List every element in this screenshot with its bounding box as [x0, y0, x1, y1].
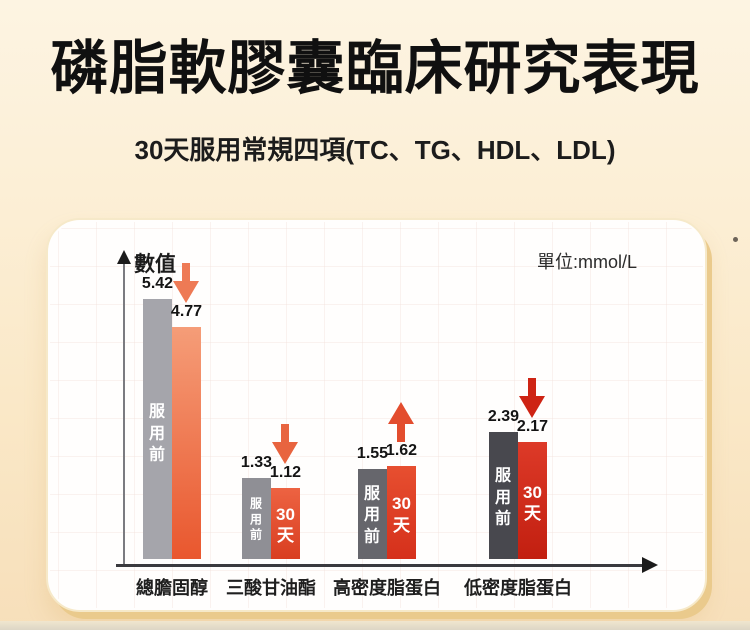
category-label: 低密度脂蛋白: [464, 578, 572, 598]
trend-up-arrow-icon: [388, 402, 414, 442]
bar-before: 5.42 服 用 前: [142, 275, 173, 559]
bar-before: 1.55 服 用 前: [357, 445, 388, 559]
y-axis: [123, 264, 125, 565]
trend-down-arrow-icon: [272, 424, 298, 464]
x-axis: [116, 564, 644, 567]
category-label: 三酸甘油酯: [226, 578, 316, 598]
bar-group-total-cholesterol: 5.42 服 用 前 4.77 總膽固醇: [136, 220, 208, 610]
bar-before: 2.39 服 用 前: [488, 408, 519, 559]
bar-group-hdl: 1.55 服 用 前 1.62 30 天 高密度脂蛋白: [333, 220, 441, 610]
bar-inner-label-after: 30 天: [523, 482, 542, 523]
bar-before: 1.33 服 用 前: [241, 454, 272, 559]
bar-value-before: 5.42: [141, 275, 174, 292]
speck-dot-icon: [733, 237, 738, 242]
bar-group-triglycerides: 1.33 服 用 前 1.12 30 天 三酸甘油酯: [226, 220, 316, 610]
trend-down-arrow-icon: [519, 378, 545, 418]
bar-value-before: 2.39: [487, 408, 520, 425]
unit-label: 單位:mmol/L: [536, 252, 637, 272]
trend-down-arrow-icon: [173, 263, 199, 303]
bar-value-before: 1.55: [356, 445, 389, 462]
category-label: 高密度脂蛋白: [333, 578, 441, 598]
page-title: 磷脂軟膠囊臨床研究表現: [50, 36, 700, 101]
bar-value-before: 1.33: [240, 454, 273, 471]
category-label: 總膽固醇: [136, 578, 208, 598]
bar-value-after: 1.12: [269, 464, 302, 481]
bar-after: 2.17 30 天: [517, 418, 548, 559]
bar-inner-label-after: 30 天: [392, 494, 411, 535]
x-axis-arrow-icon: [642, 557, 658, 573]
bar-inner-label-after: 30 天: [276, 504, 295, 545]
bar-inner-label-before: 服 用 前: [249, 496, 263, 542]
y-axis-arrow-icon: [117, 250, 131, 264]
y-axis-label: 數值: [134, 253, 176, 276]
bar-after: 1.12 30 天: [270, 464, 301, 559]
bar-value-after: 4.77: [170, 303, 203, 320]
bar-inner-label-before: 服 用 前: [494, 467, 512, 528]
bottom-strip: [0, 621, 750, 630]
bar-value-after: 2.17: [516, 418, 549, 435]
page-subtitle: 30天服用常規四項(TC、TG、HDL、LDL): [134, 135, 616, 165]
bar-after: 4.77: [171, 303, 202, 559]
bar-value-after: 1.62: [385, 442, 418, 459]
bar-group-ldl: 2.39 服 用 前 2.17 30 天 低密度脂蛋白: [464, 220, 572, 610]
chart-card: 數值 單位:mmol/L 5.42 服 用 前 4.77 總膽固醇 1.33 服…: [46, 218, 707, 612]
bar-after: 1.62 30 天: [386, 442, 417, 559]
bar-inner-label-before: 服 用 前: [363, 485, 381, 546]
bar-inner-label-before: 服 用 前: [148, 403, 166, 464]
